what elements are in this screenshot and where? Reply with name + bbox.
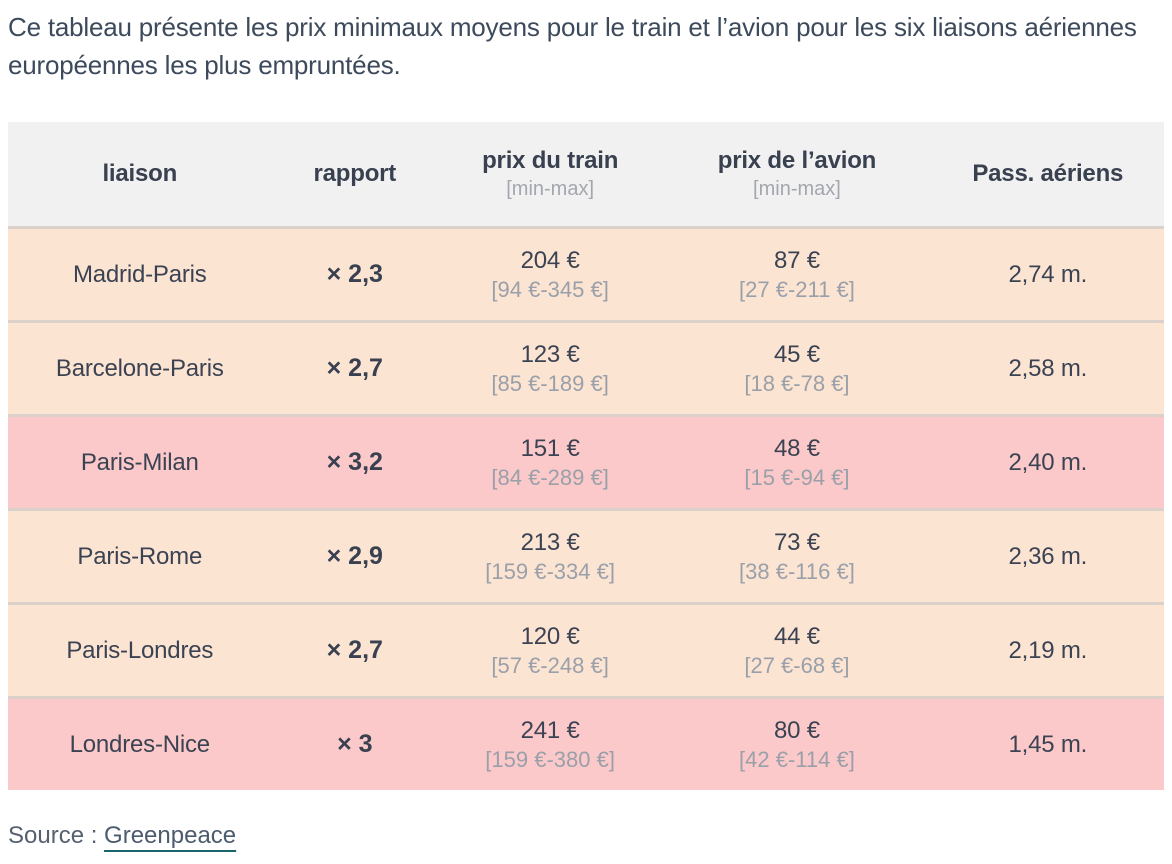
plane-price-cell: 44 € [27 €-68 €] — [662, 605, 931, 696]
rapport-value: × 3,2 — [326, 448, 383, 476]
column-header-label: Pass. aériens — [972, 160, 1124, 187]
train-price-cell: 213 € [159 €-334 €] — [438, 511, 662, 602]
train-price-value: 123 € — [520, 340, 580, 368]
plane-price-cell: 87 € [27 €-211 €] — [662, 229, 931, 320]
train-price-value: 204 € — [520, 246, 580, 274]
liaison-label: Paris-Rome — [77, 542, 203, 570]
column-header-label: liaison — [102, 160, 178, 187]
rapport-value: × 2,7 — [326, 354, 383, 382]
plane-price-value: 44 € — [773, 622, 820, 650]
column-header-label: prix de l’avion — [717, 147, 877, 174]
train-price-value: 213 € — [520, 528, 580, 556]
liaison-label: Londres-Nice — [69, 730, 211, 758]
column-header-train-price: prix du train [min-max] — [438, 122, 662, 226]
plane-price-value: 87 € — [773, 246, 820, 274]
train-price-cell: 120 € [57 €-248 €] — [438, 605, 662, 696]
rapport-value: × 2,7 — [326, 636, 383, 664]
column-header-subtitle: [min-max] — [506, 178, 595, 200]
passengers-cell: 2,40 m. — [932, 417, 1164, 508]
rapport-cell: × 2,3 — [272, 229, 438, 320]
plane-price-cell: 80 € [42 €-114 €] — [662, 699, 931, 790]
prices-table: liaison rapport prix du train [min-max] … — [8, 122, 1164, 790]
table-row: Paris-Milan × 3,2 151 € [84 €-289 €] 48 … — [8, 414, 1164, 508]
train-price-range: [159 €-334 €] — [485, 558, 615, 584]
liaison-cell: Paris-Milan — [8, 417, 272, 508]
source-line: Source : Greenpeace — [8, 822, 1164, 850]
plane-price-value: 48 € — [773, 434, 820, 462]
rapport-value: × 2,3 — [326, 260, 383, 288]
rapport-cell: × 3,2 — [272, 417, 438, 508]
rapport-cell: × 3 — [272, 699, 438, 790]
plane-price-value: 45 € — [773, 340, 820, 368]
table-row: Madrid-Paris × 2,3 204 € [94 €-345 €] 87… — [8, 226, 1164, 320]
liaison-cell: Paris-Londres — [8, 605, 272, 696]
train-price-range: [94 €-345 €] — [491, 276, 609, 302]
train-price-value: 151 € — [520, 434, 580, 462]
passengers-value: 1,45 m. — [1008, 730, 1088, 758]
plane-price-cell: 45 € [18 €-78 €] — [662, 323, 931, 414]
passengers-cell: 2,19 m. — [932, 605, 1164, 696]
plane-price-range: [27 €-68 €] — [744, 652, 850, 678]
passengers-cell: 2,58 m. — [932, 323, 1164, 414]
rapport-cell: × 2,9 — [272, 511, 438, 602]
plane-price-range: [18 €-78 €] — [744, 370, 850, 396]
column-header-liaison: liaison — [8, 122, 272, 226]
intro-text: Ce tableau présente les prix minimaux mo… — [8, 12, 1137, 80]
rapport-value: × 3 — [337, 730, 373, 758]
passengers-value: 2,74 m. — [1008, 260, 1088, 288]
passengers-cell: 2,74 m. — [932, 229, 1164, 320]
rapport-value: × 2,9 — [326, 542, 383, 570]
liaison-label: Paris-Londres — [66, 636, 214, 664]
column-header-label: rapport — [313, 160, 397, 187]
liaison-cell: Barcelone-Paris — [8, 323, 272, 414]
rapport-cell: × 2,7 — [272, 323, 438, 414]
train-price-cell: 123 € [85 €-189 €] — [438, 323, 662, 414]
table-body: Madrid-Paris × 2,3 204 € [94 €-345 €] 87… — [8, 226, 1164, 790]
plane-price-cell: 48 € [15 €-94 €] — [662, 417, 931, 508]
passengers-value: 2,36 m. — [1008, 542, 1088, 570]
plane-price-cell: 73 € [38 €-116 €] — [662, 511, 931, 602]
rapport-cell: × 2,7 — [272, 605, 438, 696]
plane-price-value: 73 € — [773, 528, 820, 556]
column-header-subtitle: [min-max] — [753, 178, 841, 200]
column-header-rapport: rapport — [272, 122, 438, 226]
plane-price-range: [15 €-94 €] — [744, 464, 850, 490]
table-header-row: liaison rapport prix du train [min-max] … — [8, 122, 1164, 226]
liaison-cell: Londres-Nice — [8, 699, 272, 790]
liaison-label: Madrid-Paris — [72, 260, 207, 288]
train-price-cell: 241 € [159 €-380 €] — [438, 699, 662, 790]
train-price-cell: 151 € [84 €-289 €] — [438, 417, 662, 508]
train-price-range: [84 €-289 €] — [491, 464, 609, 490]
train-price-range: [159 €-380 €] — [485, 746, 615, 772]
train-price-cell: 204 € [94 €-345 €] — [438, 229, 662, 320]
table-row: Londres-Nice × 3 241 € [159 €-380 €] 80 … — [8, 696, 1164, 790]
plane-price-value: 80 € — [773, 716, 820, 744]
train-price-range: [85 €-189 €] — [491, 370, 609, 396]
table-row: Barcelone-Paris × 2,7 123 € [85 €-189 €]… — [8, 320, 1164, 414]
table-row: Paris-Rome × 2,9 213 € [159 €-334 €] 73 … — [8, 508, 1164, 602]
liaison-cell: Madrid-Paris — [8, 229, 272, 320]
plane-price-range: [27 €-211 €] — [739, 276, 855, 302]
table-row: Paris-Londres × 2,7 120 € [57 €-248 €] 4… — [8, 602, 1164, 696]
column-header-passengers: Pass. aériens — [932, 122, 1164, 226]
passengers-value: 2,40 m. — [1008, 448, 1088, 476]
passengers-value: 2,58 m. — [1008, 354, 1088, 382]
train-price-value: 241 € — [520, 716, 580, 744]
train-price-range: [57 €-248 €] — [491, 652, 609, 678]
column-header-label: prix du train — [482, 147, 619, 174]
liaison-label: Barcelone-Paris — [55, 354, 224, 382]
column-header-plane-price: prix de l’avion [min-max] — [662, 122, 931, 226]
train-price-value: 120 € — [520, 622, 580, 650]
plane-price-range: [38 €-116 €] — [739, 558, 855, 584]
plane-price-range: [42 €-114 €] — [739, 746, 855, 772]
passengers-cell: 1,45 m. — [932, 699, 1164, 790]
liaison-cell: Paris-Rome — [8, 511, 272, 602]
source-link[interactable]: Greenpeace — [104, 822, 237, 849]
passengers-cell: 2,36 m. — [932, 511, 1164, 602]
source-label: Source : — [8, 822, 105, 849]
liaison-label: Paris-Milan — [80, 448, 199, 476]
passengers-value: 2,19 m. — [1008, 636, 1088, 664]
